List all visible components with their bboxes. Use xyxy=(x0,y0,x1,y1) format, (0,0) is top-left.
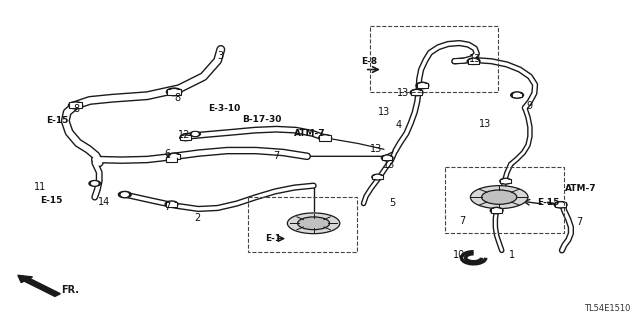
Circle shape xyxy=(166,88,182,96)
Circle shape xyxy=(168,153,180,160)
Text: 7: 7 xyxy=(164,202,171,212)
Ellipse shape xyxy=(470,186,528,209)
Bar xyxy=(468,59,479,64)
Text: 5: 5 xyxy=(389,197,396,208)
Bar xyxy=(382,155,392,160)
Circle shape xyxy=(384,156,390,160)
Text: 7: 7 xyxy=(460,216,466,226)
Circle shape xyxy=(166,157,177,162)
Text: 11: 11 xyxy=(33,182,46,192)
Text: 2: 2 xyxy=(194,212,200,223)
Bar xyxy=(512,93,522,98)
Circle shape xyxy=(122,193,129,197)
Circle shape xyxy=(514,93,521,97)
Text: 13: 13 xyxy=(479,119,491,129)
Circle shape xyxy=(372,174,383,180)
Bar xyxy=(319,135,331,141)
Text: 13: 13 xyxy=(468,54,481,64)
Circle shape xyxy=(413,91,420,94)
Bar xyxy=(372,175,383,180)
Bar xyxy=(445,167,564,233)
Bar xyxy=(248,197,357,252)
Bar xyxy=(370,26,498,92)
Circle shape xyxy=(322,136,329,140)
Text: B-17-30: B-17-30 xyxy=(242,115,282,124)
Circle shape xyxy=(319,135,332,141)
Text: 1: 1 xyxy=(509,250,515,260)
Text: 13: 13 xyxy=(378,107,390,117)
Text: 8: 8 xyxy=(175,93,181,103)
Circle shape xyxy=(467,58,480,64)
Ellipse shape xyxy=(482,190,517,204)
Bar xyxy=(417,83,428,88)
Circle shape xyxy=(182,136,189,139)
Circle shape xyxy=(493,209,500,212)
Text: 3: 3 xyxy=(218,51,224,61)
Circle shape xyxy=(193,133,198,135)
Circle shape xyxy=(180,135,191,141)
Circle shape xyxy=(557,203,564,207)
Text: 8: 8 xyxy=(73,104,79,114)
Text: E-15: E-15 xyxy=(46,116,68,125)
Circle shape xyxy=(118,191,131,198)
Circle shape xyxy=(168,203,175,206)
Text: E-15: E-15 xyxy=(40,196,62,205)
Text: 14: 14 xyxy=(97,197,110,207)
Circle shape xyxy=(410,89,423,96)
Circle shape xyxy=(416,82,429,89)
Text: FR.: FR. xyxy=(61,285,79,295)
Text: E-8: E-8 xyxy=(362,57,378,66)
Bar xyxy=(180,136,191,140)
Ellipse shape xyxy=(287,213,340,234)
Text: E-3-10: E-3-10 xyxy=(208,104,240,113)
Text: ATM-7: ATM-7 xyxy=(564,184,596,193)
Bar xyxy=(166,202,177,207)
Text: 10: 10 xyxy=(453,250,465,260)
Circle shape xyxy=(419,84,426,87)
Circle shape xyxy=(502,180,509,183)
Text: TL54E1510: TL54E1510 xyxy=(584,304,630,313)
Text: 4: 4 xyxy=(396,120,402,130)
Bar xyxy=(491,208,502,213)
Circle shape xyxy=(92,182,98,185)
Circle shape xyxy=(381,155,393,161)
FancyArrow shape xyxy=(18,275,60,296)
Text: E-1: E-1 xyxy=(266,234,282,243)
Text: 9: 9 xyxy=(526,101,532,111)
Text: 13: 13 xyxy=(370,144,382,154)
Circle shape xyxy=(470,59,477,63)
Bar xyxy=(168,154,180,159)
Circle shape xyxy=(68,102,83,109)
Bar xyxy=(166,157,177,162)
Bar xyxy=(555,202,566,207)
Circle shape xyxy=(190,131,200,137)
Circle shape xyxy=(165,201,178,207)
Circle shape xyxy=(500,178,511,184)
Text: ATM-7: ATM-7 xyxy=(294,129,326,138)
Text: 7: 7 xyxy=(273,151,280,161)
Bar xyxy=(69,102,82,108)
Circle shape xyxy=(170,155,178,158)
Circle shape xyxy=(89,181,100,186)
Bar xyxy=(167,89,181,95)
Text: 6: 6 xyxy=(164,149,171,159)
Circle shape xyxy=(72,103,79,107)
Text: 7: 7 xyxy=(576,217,582,227)
Text: 12: 12 xyxy=(178,130,191,140)
Circle shape xyxy=(554,202,567,208)
Circle shape xyxy=(374,175,381,179)
Text: E-15: E-15 xyxy=(538,198,560,207)
Ellipse shape xyxy=(298,217,330,230)
Circle shape xyxy=(511,92,524,98)
Bar xyxy=(500,179,511,183)
Circle shape xyxy=(170,90,179,94)
Circle shape xyxy=(169,158,174,161)
Text: 13: 13 xyxy=(397,87,409,98)
Circle shape xyxy=(490,207,503,214)
Bar xyxy=(411,90,422,95)
Text: 13: 13 xyxy=(383,160,395,170)
